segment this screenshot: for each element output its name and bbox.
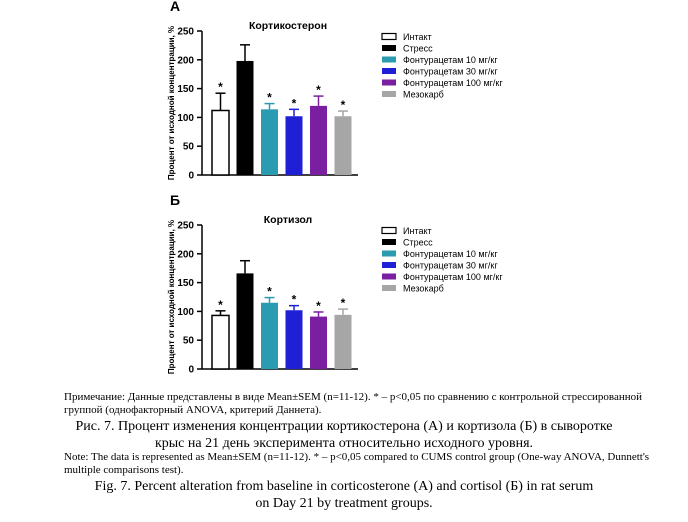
- chart-b-legend-label: Фонтурацетам 10 мг/кг: [403, 249, 498, 259]
- chart-a-legend-label: Мезокарб: [403, 90, 444, 100]
- chart-b-legend-swatch: [382, 285, 396, 291]
- chart-a-legend-swatch: [382, 79, 396, 86]
- chart-a-bar: [211, 109, 230, 176]
- chart-panel-a: А Кортикостерон Процент от исходной концен…: [167, 0, 503, 182]
- chart-b-significance-mark: *: [316, 299, 321, 313]
- chart-b-legend-label: Интакт: [403, 226, 432, 236]
- chart-b-ytick-label: 150: [177, 278, 194, 289]
- chart-a-significance-mark: *: [341, 98, 346, 112]
- chart-a-legend-swatch: [382, 68, 396, 74]
- note-russian: Примечание: Данные представлены в виде M…: [64, 391, 642, 416]
- chart-a-ylabel: Процент от исходной концентрации, %: [167, 26, 176, 180]
- chart-a-title: Кортикостерон: [249, 20, 327, 32]
- chart-b-panel-letter: Б: [170, 194, 180, 208]
- chart-b-legend-label: Фонтурацетам 30 мг/кг: [403, 261, 498, 271]
- figure-title-english-line2: on Day 21 by treatment groups.: [255, 496, 433, 511]
- chart-a-legend-label: Фонтурацетам 10 мг/кг: [403, 55, 498, 65]
- figure-title-russian-line2: крыс на 21 день эксперимента относительн…: [154, 436, 534, 451]
- chart-a-significance-mark: *: [316, 83, 321, 97]
- chart-a-panel-letter: А: [170, 0, 180, 14]
- chart-panel-b: Б Кортизол Процент от исходной концентраци…: [167, 194, 503, 376]
- chart-b-bar: [310, 316, 327, 369]
- chart-a-ytick-label: 50: [183, 142, 195, 153]
- chart-b-legend-label: Мезокарб: [403, 284, 444, 294]
- chart-b-ytick-label: 250: [177, 221, 194, 232]
- chart-b-ytick-label: 200: [177, 249, 194, 260]
- figure-title-russian-line1: Рис. 7. Процент изменения концентрации к…: [75, 419, 613, 434]
- chart-a-legend-label: Фонтурацетам 100 мг/кг: [403, 78, 503, 88]
- chart-a-ytick-label: 100: [177, 113, 194, 124]
- chart-b-significance-mark: *: [292, 293, 297, 307]
- chart-a-ytick-label: 150: [177, 84, 194, 95]
- figure-title-english: Fig. 7. Percent alteration from baseline…: [0, 478, 688, 512]
- chart-b-bar: [285, 310, 303, 369]
- chart-b-ytick-label: 0: [188, 365, 194, 376]
- chart-b-title: Кортизол: [264, 214, 312, 226]
- chart-a-significance-mark: *: [292, 96, 297, 110]
- chart-b-bar: [236, 273, 254, 369]
- chart-a-legend-swatch: [382, 56, 396, 63]
- chart-a-significance-mark: *: [218, 80, 223, 94]
- chart-b-significance-mark: *: [218, 298, 223, 312]
- chart-a-bar: [285, 116, 303, 175]
- chart-a-bar: [236, 60, 254, 176]
- chart-a-bar: [334, 116, 352, 175]
- note-english: Note: The data is represented as Mean±SE…: [64, 451, 650, 476]
- chart-a-legend-swatch: [381, 32, 397, 41]
- chart-b-ytick-label: 50: [183, 336, 195, 347]
- chart-a-ytick-label: 0: [188, 171, 194, 182]
- chart-b-legend-swatch: [381, 226, 397, 235]
- chart-b-bar: [334, 314, 352, 369]
- figure-title-russian: Рис. 7. Процент изменения концентрации к…: [0, 418, 688, 452]
- chart-a-legend-label: Стресс: [403, 44, 433, 54]
- chart-b-legend-swatch: [382, 273, 396, 280]
- chart-a-legend-swatch: [382, 45, 396, 51]
- chart-b-ylabel: Процент от исходной концентрации, %: [167, 220, 176, 374]
- chart-a-legend-swatch: [382, 91, 396, 97]
- chart-a-bar: [261, 109, 278, 175]
- chart-a-significance-mark: *: [267, 91, 272, 105]
- chart-b-bar: [211, 314, 230, 370]
- chart-b-legend-swatch: [382, 239, 396, 245]
- chart-b-ytick-label: 100: [177, 307, 194, 318]
- chart-b-significance-mark: *: [341, 296, 346, 310]
- chart-a-legend-label: Фонтурацетам 30 мг/кг: [403, 67, 498, 77]
- chart-b-legend-swatch: [382, 262, 396, 268]
- chart-b-significance-mark: *: [267, 285, 272, 299]
- chart-b-legend-swatch: [382, 250, 396, 257]
- figure-title-english-line1: Fig. 7. Percent alteration from baseline…: [94, 479, 594, 494]
- chart-b-legend-label: Стресс: [403, 238, 433, 248]
- chart-a-ytick-label: 250: [177, 27, 194, 38]
- chart-b-legend-label: Фонтурацетам 100 мг/кг: [403, 272, 503, 282]
- chart-a-ytick-label: 200: [177, 55, 194, 66]
- chart-b-bar: [261, 302, 278, 369]
- chart-a-bar: [310, 105, 327, 175]
- chart-a-legend-label: Интакт: [403, 32, 432, 42]
